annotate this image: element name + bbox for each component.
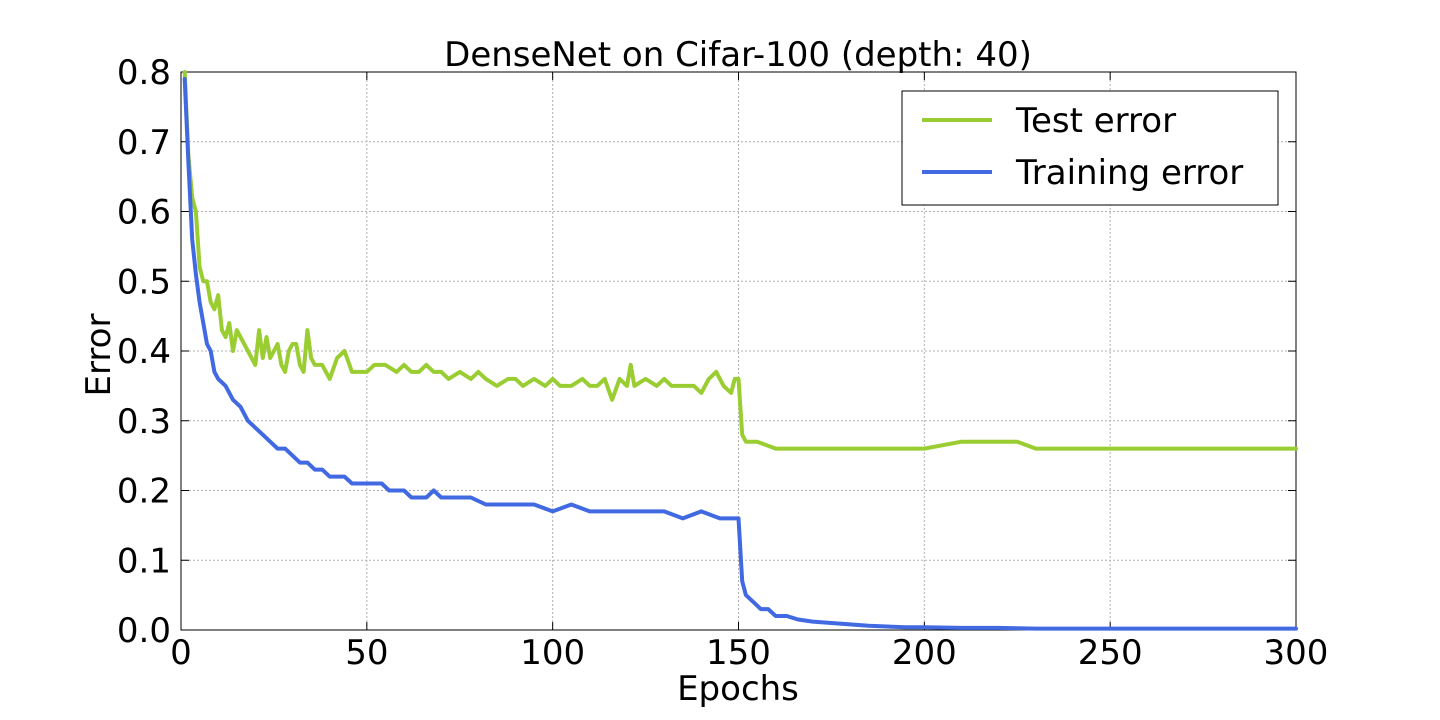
x-tick-label: 250 xyxy=(1078,633,1143,673)
x-axis-tick-labels: 0 50 100 150 200 250 300 xyxy=(170,633,1328,673)
y-axis-label: Error xyxy=(79,314,119,397)
y-tick-label: 0.5 xyxy=(117,262,171,302)
series-line-test-error xyxy=(182,70,1298,451)
y-tick-label: 0.2 xyxy=(117,472,171,512)
legend: Test error Training error xyxy=(901,90,1279,206)
y-tick-label: 0.4 xyxy=(117,332,171,372)
y-tick-label: 0.0 xyxy=(117,611,171,651)
chart-title: DenseNet on Cifar-100 (depth: 40) xyxy=(444,35,1032,75)
x-tick-label: 300 xyxy=(1264,633,1329,673)
x-tick-label: 200 xyxy=(892,633,957,673)
y-axis-tick-labels: 0.0 0.1 0.2 0.3 0.4 0.5 0.6 0.7 0.8 xyxy=(117,53,171,651)
x-tick-label: 50 xyxy=(345,633,388,673)
y-tick-label: 0.3 xyxy=(117,402,171,442)
series-line-training-error xyxy=(182,77,1298,631)
x-tick-label: 100 xyxy=(520,633,585,673)
y-tick-label: 0.1 xyxy=(117,541,171,581)
y-tick-label: 0.7 xyxy=(117,123,171,163)
y-tick-label: 0.8 xyxy=(117,53,171,93)
series-lines xyxy=(182,70,1298,631)
x-tick-label: 0 xyxy=(170,633,192,673)
legend-box xyxy=(901,90,1279,206)
legend-label-training-error: Training error xyxy=(1015,153,1243,193)
y-tick-label: 0.6 xyxy=(117,193,171,233)
x-axis-label: Epochs xyxy=(677,669,799,709)
legend-label-test-error: Test error xyxy=(1015,101,1176,141)
x-tick-label: 150 xyxy=(706,633,771,673)
